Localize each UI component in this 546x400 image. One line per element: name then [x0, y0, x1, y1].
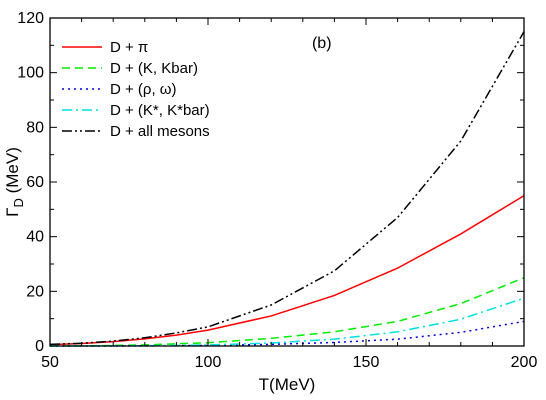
- y-tick-label: 40: [26, 229, 44, 246]
- y-tick-label: 100: [17, 65, 44, 82]
- y-axis-label: ΓD (MeV): [3, 147, 26, 217]
- y-tick-label: 120: [17, 10, 44, 27]
- y-tick-label: 80: [26, 119, 44, 136]
- series-line-2: [50, 320, 525, 347]
- series-line-1: [49, 276, 525, 347]
- legend: D + π D + (K, Kbar) D + (ρ, ω) D + (K*, K*b…: [62, 39, 210, 140]
- plot-lines: [49, 31, 525, 347]
- y-tick-label: 60: [26, 174, 44, 191]
- y-tick-label: 0: [35, 338, 44, 355]
- y-axis-label-text: ΓD (MeV): [3, 147, 26, 217]
- x-tick-label: 150: [353, 354, 380, 371]
- legend-label-4: D + all mesons: [110, 123, 210, 140]
- x-tick-label: 50: [41, 354, 59, 371]
- x-tick-label: 200: [511, 354, 538, 371]
- y-axis-label-unit: (MeV): [3, 147, 22, 198]
- x-tick-label: 100: [195, 354, 222, 371]
- series-line-0: [49, 195, 525, 346]
- series-line-3: [50, 297, 525, 347]
- legend-label-2: D + (ρ, ω): [110, 81, 177, 98]
- legend-label-3: D + (K*, K*bar): [110, 102, 210, 119]
- legend-label-1: D + (K, Kbar): [110, 60, 198, 77]
- y-tick-label: 20: [26, 283, 44, 300]
- tick-labels: 50 100 150 200 0 20 40 60 80 100 120: [17, 10, 537, 371]
- legend-label-0: D + π: [110, 39, 148, 56]
- x-axis-label: T(MeV): [259, 375, 316, 394]
- y-axis-label-sub: D: [11, 198, 26, 207]
- y-axis-label-main: Γ: [3, 208, 22, 217]
- axis-ticks: [49, 17, 525, 347]
- series-line-4: [49, 31, 525, 346]
- panel-annotation: (b): [312, 35, 332, 52]
